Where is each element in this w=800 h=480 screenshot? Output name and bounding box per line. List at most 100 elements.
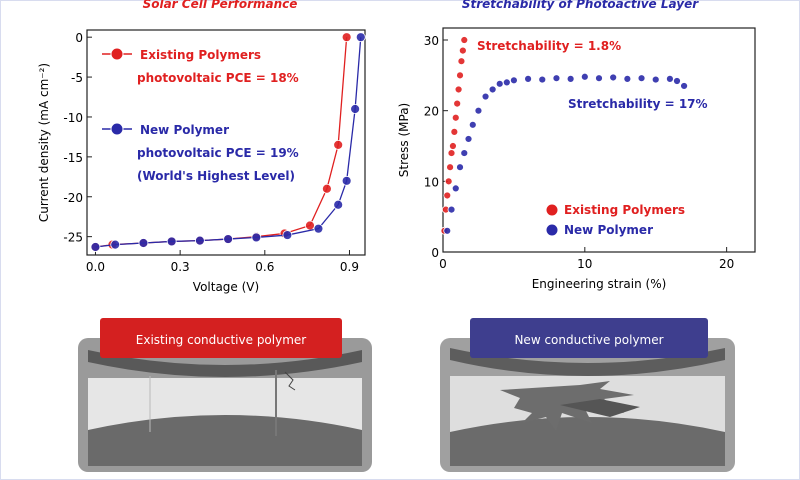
scatter-point [552,74,561,83]
scatter-point [451,113,460,122]
scatter-point [444,177,453,186]
scatter-point [449,142,457,150]
photo-label-box [100,318,342,358]
x-axis-label: Voltage (V) [193,280,259,294]
line-marker [341,32,352,43]
legend-label: Existing Polymers [140,48,261,62]
scatter-point [538,75,547,84]
line-marker [333,199,344,210]
photo-label: New conductive polymer [514,333,663,347]
legend-marker [545,223,559,237]
annotation: (World's Highest Level) [137,169,295,183]
y-tick-label: 0 [431,246,439,260]
annotation: Stretchability = 17% [568,97,708,111]
scatter-point [666,74,674,83]
y-tick-label: 10 [424,175,439,189]
scatter-point [460,36,469,44]
line-marker [313,223,324,234]
scatter-point [456,71,464,80]
scatter-point [481,92,490,101]
chart: Stretchability of Photoactive Layer 0 10 20… [397,0,756,291]
scatter-point [460,149,469,157]
scatter-point [446,163,454,172]
line-marker [223,234,234,244]
y-tick-label: -25 [63,231,83,245]
scatter-point [464,135,473,143]
legend-marker [110,122,124,136]
y-tick-label: 20 [424,105,439,119]
line-marker [110,239,121,250]
scatter-point [623,74,632,83]
legend-marker [110,47,124,61]
photo-label: Existing conductive polymer [136,333,307,347]
scatter-point [580,72,589,81]
scatter-point [566,74,575,83]
scatter-point [609,73,618,82]
annotation: photovoltaic PCE = 18% [137,71,299,85]
annotation: photovoltaic PCE = 19% [137,146,299,160]
scatter-point [680,82,688,90]
scatter-point [451,184,460,193]
scatter-point [510,76,518,85]
chart: Solar Cell Performance 0.0 0.3 0.6 0.9 0 -5 -10… [37,0,366,294]
scatter-point [454,85,463,94]
chart-title: Solar Cell Performance [143,0,298,11]
legend-label: New Polymer [564,223,653,237]
photo-label-box [470,318,708,358]
line-marker [194,235,205,246]
line-marker [166,236,177,247]
scatter-point [443,226,452,235]
annotation: Stretchability = 1.8% [477,39,621,53]
y-tick-label: -10 [63,111,83,125]
scatter-point [524,74,532,83]
y-tick-label: 0 [75,31,83,45]
line-marker [341,175,352,186]
scatter-point [468,120,477,129]
scatter-point [447,205,456,214]
scatter-point [474,106,483,115]
line-marker [282,230,293,240]
scatter-point [495,79,504,88]
scatter-point [443,191,452,200]
plot-frame [86,29,366,256]
photo-left [78,338,372,472]
scatter-point [637,74,646,83]
scatter-point [453,99,462,108]
x-tick-label: 0 [439,257,447,271]
scatter-point [488,85,497,94]
x-tick-label: 0.3 [171,260,190,274]
photo-right [440,338,735,472]
scatter-point [447,149,456,157]
x-tick-label: 0.6 [255,260,274,274]
scatter-point [595,74,603,83]
line-marker [355,32,366,43]
x-tick-label: 20 [719,257,734,271]
scatter-point [502,78,511,87]
chart-title: Stretchability of Photoactive Layer [462,0,699,11]
y-tick-label: 30 [424,34,439,48]
x-tick-label: 0.0 [86,260,105,274]
line-marker [138,238,149,248]
scatter-point [457,57,466,66]
y-axis-label: Stress (MPa) [397,103,411,177]
line-marker [251,232,262,243]
line-marker [321,183,332,194]
line-marker [90,242,101,252]
legend-label: Existing Polymers [564,203,685,217]
y-tick-label: -5 [71,71,83,85]
scatter-point [651,75,660,84]
scatter-point [450,127,459,136]
plot-frame [442,27,756,253]
line-marker [305,220,315,231]
line-marker [350,104,361,114]
y-tick-label: -20 [63,191,83,205]
y-tick-label: -15 [63,151,83,165]
legend-marker [545,203,559,217]
legend-label: New Polymer [140,123,229,137]
scatter-point [673,77,681,85]
x-tick-label: 10 [577,257,592,271]
x-axis-label: Engineering strain (%) [532,277,667,291]
scatter-point [458,46,467,55]
scatter-point [456,163,464,172]
